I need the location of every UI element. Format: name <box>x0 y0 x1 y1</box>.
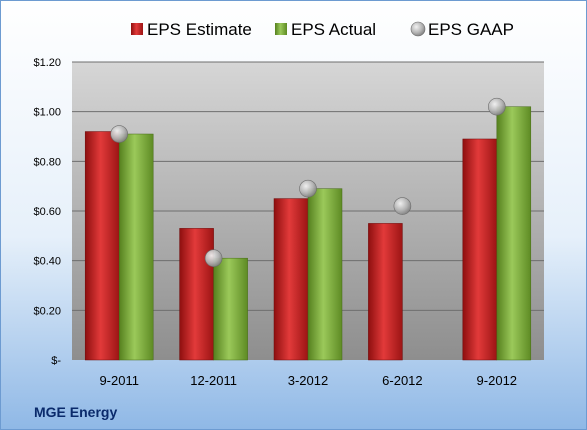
bar-eps-estimate-3-2012 <box>273 198 309 361</box>
legend-label: EPS Actual <box>291 20 376 39</box>
bar-eps-estimate-9-2012 <box>462 138 498 361</box>
y-tick-label: $1.20 <box>33 57 61 69</box>
legend-label: EPS GAAP <box>428 20 514 39</box>
legend-item-eps-gaap: EPS GAAP <box>410 20 514 39</box>
bar-eps-estimate-12-2011 <box>179 228 214 361</box>
company-label: MGE Energy <box>34 404 117 420</box>
x-tick-label: 3-2012 <box>288 373 328 388</box>
y-tick-label: $- <box>51 355 61 367</box>
marker-eps-gaap-9-2012 <box>487 97 506 116</box>
marker-eps-gaap-9-2011 <box>110 125 128 143</box>
bar-eps-actual-9-2011 <box>118 133 154 361</box>
bars <box>84 106 532 361</box>
y-tick-label: $0.80 <box>33 156 61 168</box>
x-tick-label: 9-2011 <box>99 373 139 388</box>
y-tick-label: $1.00 <box>33 107 61 119</box>
legend-item-eps-estimate: EPS Estimate <box>131 20 252 39</box>
y-tick-label: $0.40 <box>33 256 61 268</box>
legend-swatch <box>275 23 287 35</box>
bar-eps-estimate-9-2011 <box>84 131 120 361</box>
x-axis-tick-labels: 9-2011 12-2011 3-2012 6-2012 9-2012 <box>99 373 517 388</box>
bar-eps-actual-3-2012 <box>307 188 343 361</box>
bar-eps-estimate-6-2012 <box>368 223 403 361</box>
marker-eps-gaap-3-2012 <box>299 179 317 198</box>
legend-label: EPS Estimate <box>147 20 252 39</box>
legend-swatch <box>410 21 426 37</box>
marker-eps-gaap-12-2011 <box>204 249 223 267</box>
x-tick-label: 6-2012 <box>382 373 422 388</box>
x-tick-label: 9-2012 <box>477 373 517 388</box>
legend-item-eps-actual: EPS Actual <box>275 20 376 39</box>
y-tick-label: $0.20 <box>33 305 61 317</box>
legend-swatch <box>131 23 143 35</box>
y-axis-tick-labels: $- $0.20 $0.40 $0.60 $0.80 $1.00 $1.20 <box>33 57 61 367</box>
bar-eps-actual-9-2012 <box>496 106 532 361</box>
marker-eps-gaap-6-2012 <box>393 197 412 215</box>
y-tick-label: $0.60 <box>33 206 61 218</box>
x-tick-label: 12-2011 <box>190 373 237 388</box>
gaap-markers <box>110 97 506 267</box>
legend: EPS Estimate EPS Actual EPS GAAP <box>131 20 514 39</box>
bar-eps-actual-12-2011 <box>213 257 248 361</box>
